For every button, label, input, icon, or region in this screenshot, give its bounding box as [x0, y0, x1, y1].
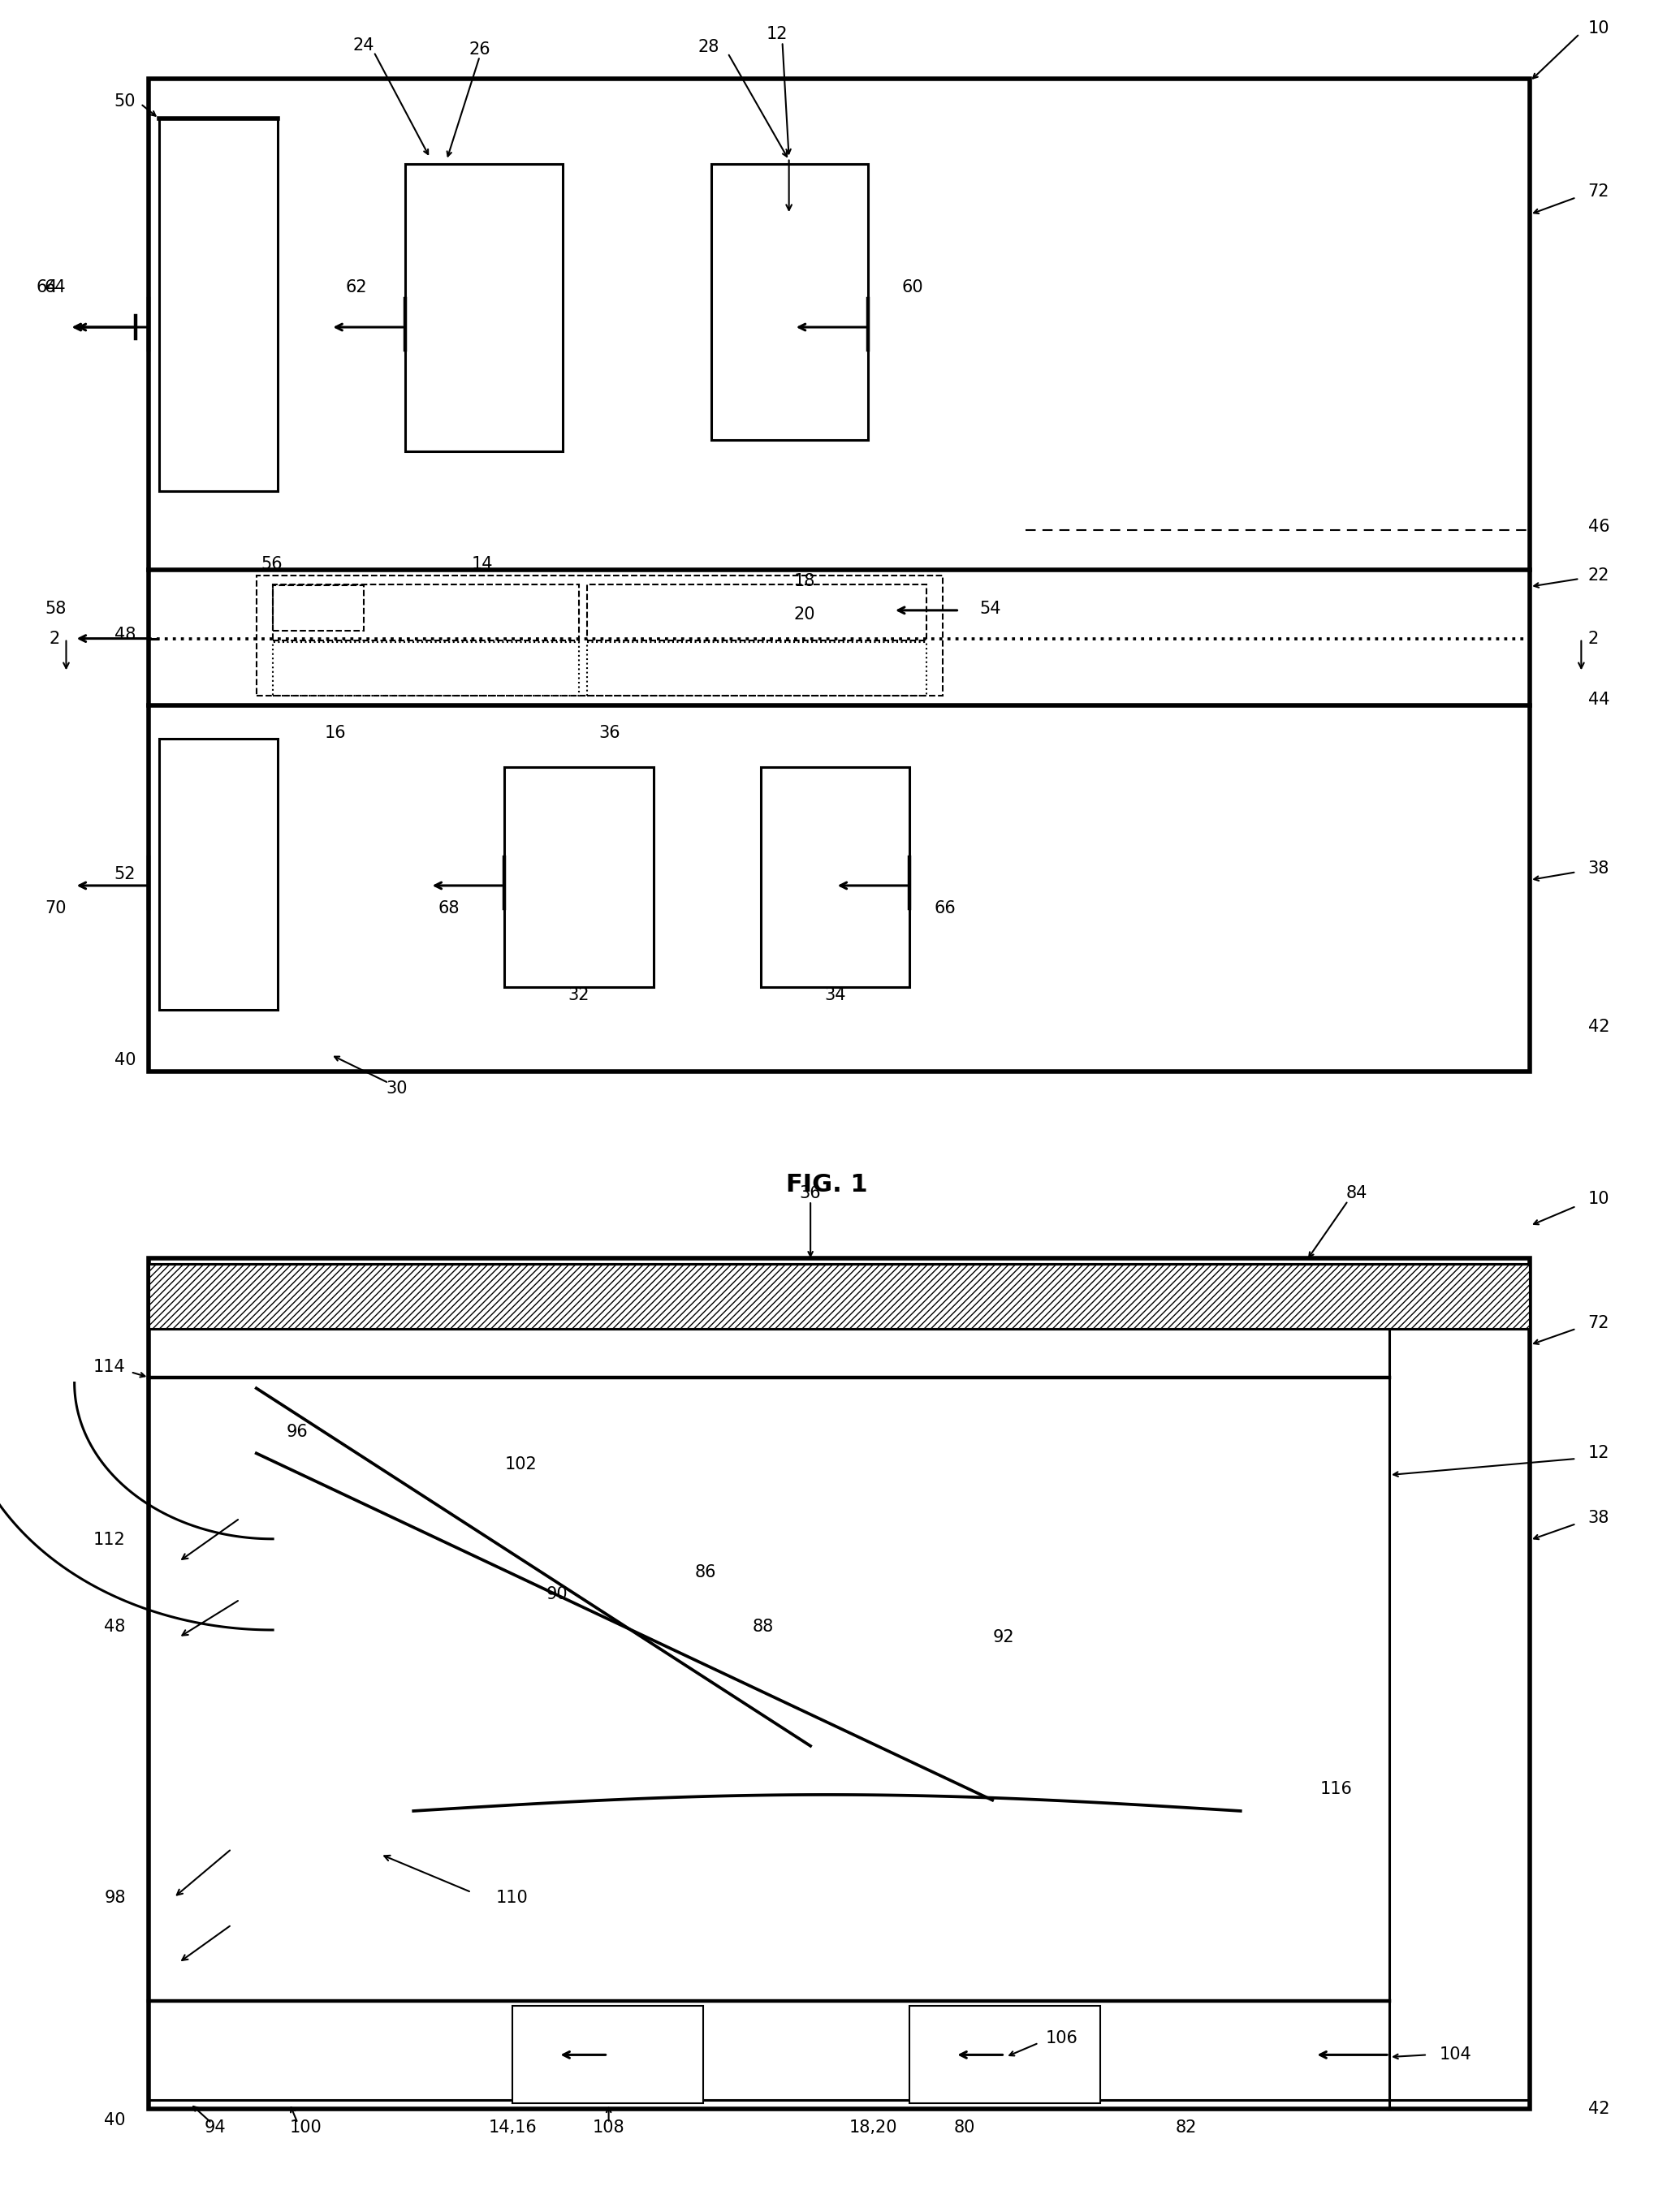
Bar [761, 768, 910, 987]
Text: 20: 20 [794, 606, 815, 624]
Text: 92: 92 [992, 1630, 1014, 1646]
Text: 116: 116 [1320, 1781, 1353, 1798]
Bar [273, 641, 579, 697]
Text: 18: 18 [794, 573, 815, 588]
Text: 110: 110 [496, 1889, 529, 1907]
Text: 2: 2 [1588, 630, 1599, 646]
Bar [149, 1263, 1530, 1329]
Text: 24: 24 [352, 38, 375, 53]
Text: 16: 16 [324, 726, 346, 741]
Text: 10: 10 [1588, 20, 1609, 35]
Text: 12: 12 [1588, 1444, 1609, 1462]
Bar [711, 164, 868, 440]
Text: 38: 38 [1588, 1511, 1609, 1526]
Text: 84: 84 [1346, 1186, 1366, 1201]
Text: 10: 10 [1588, 1190, 1609, 1208]
Bar [910, 2006, 1100, 2104]
Bar [587, 584, 926, 641]
Text: 32: 32 [567, 987, 590, 1002]
Text: 64: 64 [36, 279, 58, 296]
Text: 36: 36 [799, 1186, 822, 1201]
Text: 30: 30 [385, 1079, 409, 1097]
Text: 108: 108 [592, 2119, 625, 2135]
Text: 62: 62 [346, 279, 367, 296]
Bar [504, 768, 653, 987]
Text: 112: 112 [93, 1533, 126, 1548]
Bar [149, 80, 1530, 1073]
Text: 52: 52 [114, 867, 136, 883]
Bar [273, 586, 364, 630]
Text: 94: 94 [203, 2119, 227, 2135]
Text: 44: 44 [1588, 692, 1609, 708]
Text: 48: 48 [114, 626, 136, 644]
Bar [273, 584, 579, 641]
Text: 40: 40 [104, 2112, 126, 2128]
Bar [256, 575, 943, 697]
Text: 96: 96 [286, 1425, 308, 1440]
Text: 64: 64 [45, 279, 66, 296]
Text: 68: 68 [438, 900, 460, 916]
Text: 102: 102 [504, 1455, 538, 1473]
Text: 114: 114 [93, 1358, 126, 1374]
Text: 72: 72 [1588, 184, 1609, 199]
Text: 66: 66 [935, 900, 956, 916]
Text: 34: 34 [824, 987, 847, 1002]
Text: 106: 106 [1045, 2031, 1078, 2046]
Text: 14,16: 14,16 [488, 2119, 538, 2135]
Text: FIG. 1: FIG. 1 [786, 1172, 868, 1197]
Text: 2: 2 [48, 630, 60, 646]
Bar [513, 2006, 703, 2104]
Bar [405, 164, 562, 451]
Text: 58: 58 [45, 602, 66, 617]
Text: 18,20: 18,20 [849, 2119, 898, 2135]
Text: 42: 42 [1588, 2101, 1609, 2117]
Text: 104: 104 [1439, 2046, 1472, 2064]
Text: 54: 54 [979, 602, 1001, 617]
Text: 56: 56 [261, 555, 283, 573]
Text: 14: 14 [471, 555, 493, 573]
Text: 40: 40 [114, 1053, 136, 1068]
Text: 88: 88 [753, 1619, 774, 1635]
Bar [159, 119, 278, 491]
Bar [159, 739, 278, 1009]
Text: 22: 22 [1588, 566, 1609, 584]
Text: 70: 70 [45, 900, 66, 916]
Text: 82: 82 [1176, 2119, 1196, 2135]
Text: 60: 60 [901, 279, 923, 296]
Text: 80: 80 [954, 2119, 974, 2135]
Bar [587, 641, 926, 697]
Text: 28: 28 [698, 40, 719, 55]
Bar [149, 1259, 1530, 2108]
Text: 42: 42 [1588, 1018, 1609, 1035]
Bar [149, 1263, 1530, 1329]
Text: 26: 26 [468, 42, 491, 58]
Text: 86: 86 [695, 1564, 716, 1582]
Text: 72: 72 [1588, 1316, 1609, 1332]
Text: 36: 36 [599, 726, 620, 741]
Text: 50: 50 [114, 93, 136, 111]
Text: 98: 98 [104, 1889, 126, 1907]
Text: 12: 12 [766, 27, 789, 42]
Text: 90: 90 [546, 1586, 567, 1601]
Text: 38: 38 [1588, 860, 1609, 876]
Text: 100: 100 [289, 2119, 323, 2135]
Text: 46: 46 [1588, 520, 1609, 535]
Text: 48: 48 [104, 1619, 126, 1635]
